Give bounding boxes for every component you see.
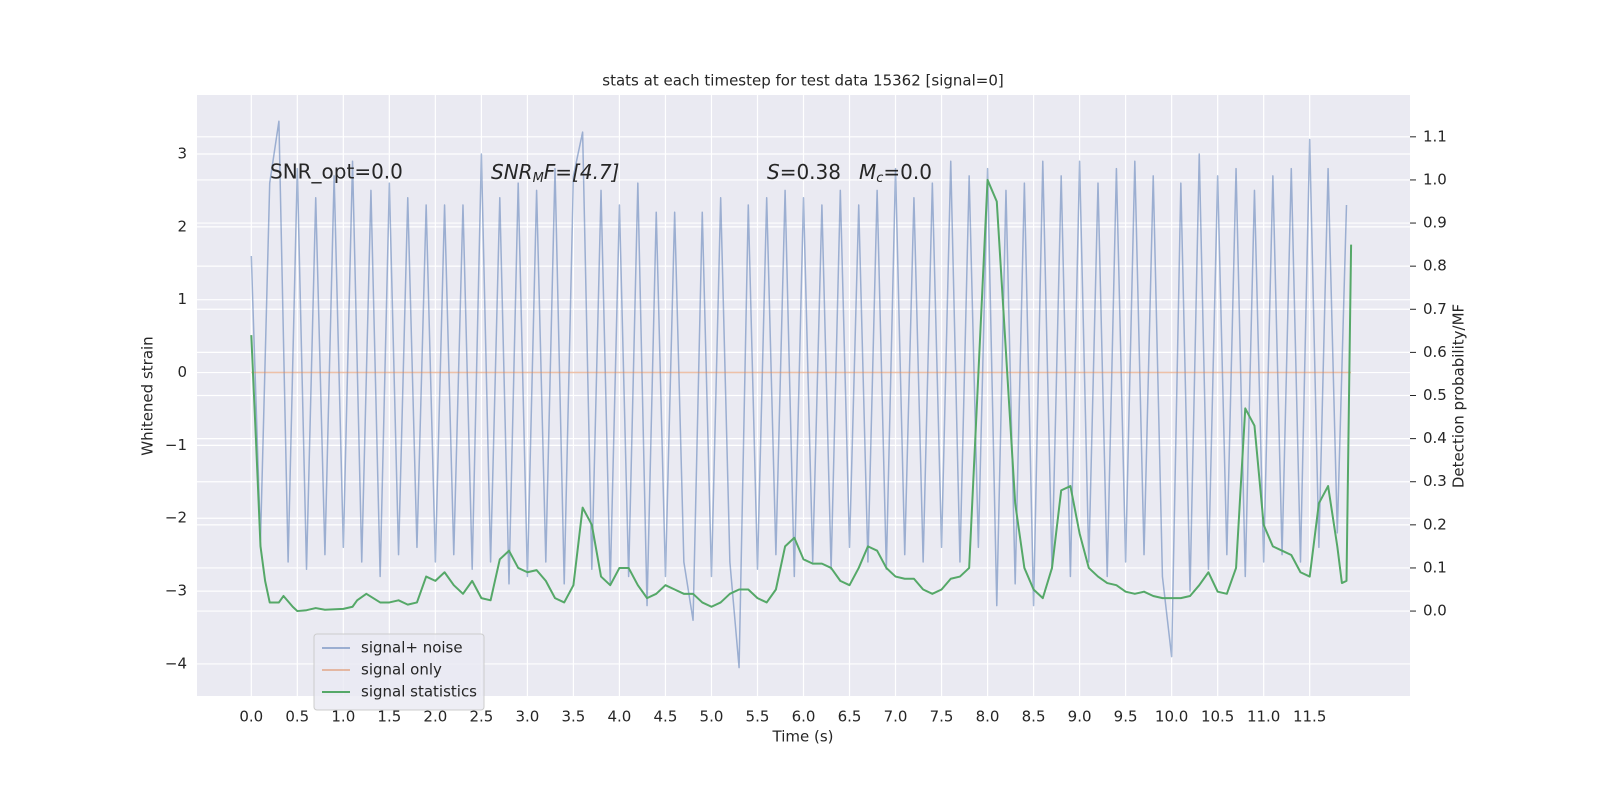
x-tick-label: 0.5 [285,708,309,726]
y2-tick-label: 0.9 [1423,214,1447,232]
x-axis-label: Time (s) [772,728,834,746]
y2-axis-label: Detection probability/MF [1450,304,1468,488]
annotation-sub: M [533,171,544,186]
legend-box [313,633,485,711]
x-tick-label: 2.5 [469,708,493,726]
x-tick-label: 11.5 [1293,708,1326,726]
annotation-part: =0.0 [883,160,932,184]
chart-title: stats at each timestep for test data 153… [602,72,1003,90]
y2-tick-label: 0.6 [1423,343,1447,361]
y-tick-label: −2 [165,509,187,527]
y-tick-label: −3 [165,582,187,600]
annotation: Mc=0.0 [859,160,932,186]
x-tick-label: 4.0 [608,708,632,726]
y2-tick-label: 0.8 [1423,257,1447,275]
x-tick-label: 1.0 [331,708,355,726]
legend-label: signal+ noise [361,639,463,657]
y2-tick-label: 0.2 [1423,515,1447,533]
y-tick-label: 0 [177,363,187,381]
marks [250,120,1353,669]
annotation-part: S [767,160,780,184]
series-line [250,178,1353,613]
legend-label: signal only [361,661,442,679]
annotation-sub: c [876,171,883,186]
annotation-part: F=[4.7] [544,160,620,184]
y-tick-label: −1 [165,436,187,454]
annotation: SNR_opt=0.0 [270,160,403,184]
x-tick-label: 9.5 [1114,708,1138,726]
y-tick-label: 3 [177,145,187,163]
series-line [250,120,1348,669]
y-tick-label: −4 [165,654,187,672]
y-axis-label: Whitened strain [139,336,157,455]
x-tick-label: 10.0 [1155,708,1188,726]
annotation-part: =0.38 [780,160,841,184]
x-tick-label: 7.5 [930,708,954,726]
x-tick-label: 5.0 [700,708,724,726]
x-tick-label: 3.0 [515,708,539,726]
y2-tick-label: 0.7 [1423,300,1447,318]
y2-tick-label: 0.1 [1423,558,1447,576]
x-tick-label: 10.5 [1201,708,1234,726]
annotation-part: M [859,160,876,184]
x-tick-label: 11.0 [1247,708,1280,726]
y2-tick-label: 0.5 [1423,386,1447,404]
x-tick-label: 7.0 [884,708,908,726]
x-tick-label: 0.0 [239,708,263,726]
x-tick-label: 3.5 [561,708,585,726]
y2-tick-label: 0.0 [1423,602,1447,620]
x-tick-label: 8.0 [976,708,1000,726]
x-tick-label: 9.0 [1068,708,1092,726]
x-tick-label: 6.5 [838,708,862,726]
annotation-part: SNR [491,160,533,184]
legend-label: signal statistics [361,683,477,701]
x-tick-label: 1.5 [377,708,401,726]
y2-tick-label: 1.1 [1423,127,1447,145]
x-tick-label: 5.5 [746,708,770,726]
legend: signal+ noise signal only signal statistic… [313,633,485,711]
annotation: SNRMF=[4.7] [491,160,619,186]
x-tick-label: 8.5 [1022,708,1046,726]
x-tick-label: 2.0 [423,708,447,726]
y2-tick-label: 1.0 [1423,170,1447,188]
y-tick-label: 1 [177,290,187,308]
y-tick-label: 2 [177,217,187,235]
y2-tick-label: 0.3 [1423,472,1447,490]
annotation: S=0.38 [767,160,841,184]
x-tick-label: 6.0 [792,708,816,726]
x-tick-label: 4.5 [654,708,678,726]
y2-tick-label: 0.4 [1423,429,1447,447]
